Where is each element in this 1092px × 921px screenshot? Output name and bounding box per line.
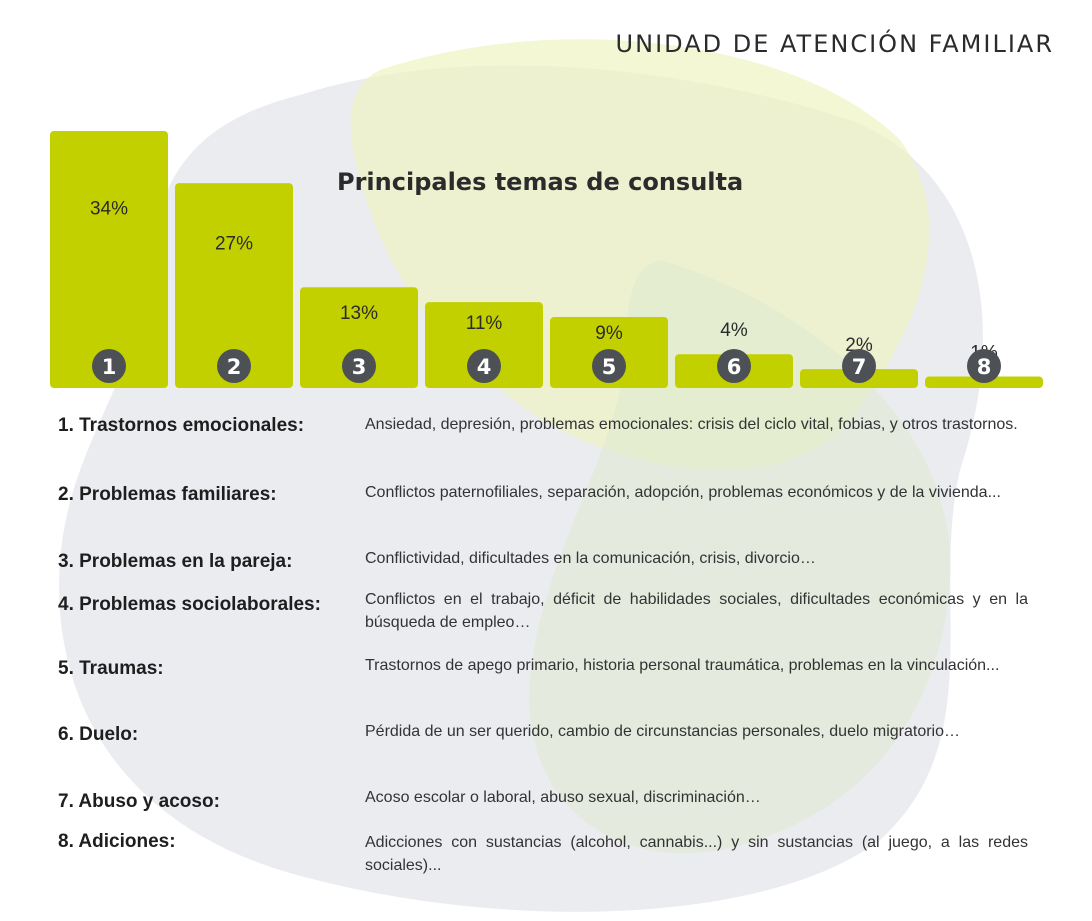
- bar-value-label: 4%: [720, 320, 748, 341]
- category-badge: [967, 349, 1001, 383]
- category-badge: [467, 349, 501, 383]
- bar-chart: 34%127%213%311%49%54%62%71%8: [50, 131, 1043, 388]
- category-number: 7: [852, 355, 867, 379]
- bar-value-label: 13%: [340, 303, 378, 324]
- bar-3: [300, 287, 418, 388]
- bar-value-label: 9%: [595, 323, 623, 344]
- bar-1: [50, 131, 168, 388]
- category-badge: [92, 349, 126, 383]
- category-number: 5: [602, 355, 617, 379]
- chart-title: Principales temas de consulta: [337, 168, 744, 196]
- category-number: 4: [477, 355, 492, 379]
- category-badge: [592, 349, 626, 383]
- bar-value-label: 27%: [215, 233, 253, 254]
- category-badge: [217, 349, 251, 383]
- bar-4: [425, 302, 543, 388]
- category-number: 6: [727, 355, 742, 379]
- category-number: 3: [352, 355, 367, 379]
- bar-value-label: 34%: [90, 198, 128, 219]
- category-number: 2: [227, 355, 242, 379]
- blob-green: [529, 260, 951, 854]
- page-header-title: UNIDAD DE ATENCIÓN FAMILIAR: [615, 30, 1054, 58]
- category-badge: [342, 349, 376, 383]
- bar-2: [175, 183, 293, 388]
- category-badge: [842, 349, 876, 383]
- category-badge: [717, 349, 751, 383]
- category-number: 8: [977, 355, 992, 379]
- bar-value-label: 11%: [466, 313, 503, 334]
- category-number: 1: [102, 355, 117, 379]
